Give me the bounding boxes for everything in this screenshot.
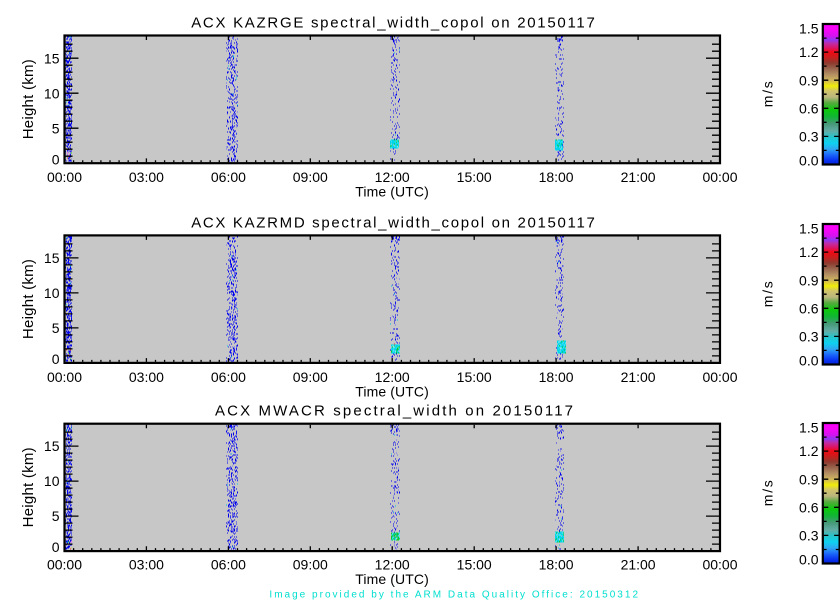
svg-text:00:00: 00:00 [47,369,82,385]
svg-text:0.6: 0.6 [799,499,819,515]
svg-text:12:00: 12:00 [375,556,410,572]
svg-text:15: 15 [44,250,60,266]
svg-text:15: 15 [44,50,60,66]
svg-text:21:00: 21:00 [621,369,656,385]
svg-text:12:00: 12:00 [375,369,410,385]
svg-text:Height (km): Height (km) [20,447,37,527]
svg-text:10: 10 [44,473,60,489]
svg-text:00:00: 00:00 [702,169,737,185]
svg-text:Time (UTC): Time (UTC) [355,383,429,399]
svg-text:5: 5 [52,320,60,336]
svg-text:18:00: 18:00 [539,169,574,185]
svg-text:09:00: 09:00 [293,169,328,185]
svg-text:00:00: 00:00 [47,556,82,572]
svg-text:0.0: 0.0 [799,352,819,368]
svg-text:1.2: 1.2 [799,44,819,60]
svg-text:Height (km): Height (km) [20,59,37,139]
svg-text:1.5: 1.5 [799,419,819,435]
svg-text:09:00: 09:00 [293,369,328,385]
svg-text:1.2: 1.2 [799,244,819,260]
svg-text:10: 10 [44,285,60,301]
svg-text:Height (km): Height (km) [20,259,37,339]
svg-text:09:00: 09:00 [293,556,328,572]
svg-text:ACX KAZRGE spectral_width_copo: ACX KAZRGE spectral_width_copol on 20150… [191,14,595,31]
svg-text:0.3: 0.3 [799,329,819,345]
svg-text:Image provided by the ARM Data: Image provided by the ARM Data Quality O… [269,589,638,600]
svg-text:21:00: 21:00 [621,169,656,185]
svg-text:5: 5 [52,508,60,524]
svg-text:15:00: 15:00 [457,369,492,385]
svg-text:0.9: 0.9 [799,272,819,288]
svg-text:10: 10 [44,85,60,101]
svg-text:ACX MWACR spectral_width on 20: ACX MWACR spectral_width on 20150117 [215,402,573,419]
svg-text:03:00: 03:00 [129,369,164,385]
svg-text:0.0: 0.0 [799,152,819,168]
svg-text:21:00: 21:00 [621,556,656,572]
svg-text:1.5: 1.5 [799,220,819,236]
svg-text:03:00: 03:00 [129,556,164,572]
svg-text:15:00: 15:00 [457,169,492,185]
svg-text:m/s: m/s [760,480,776,506]
svg-text:0.9: 0.9 [799,471,819,487]
svg-text:0.6: 0.6 [799,100,819,116]
svg-text:0: 0 [52,539,60,555]
svg-text:Time (UTC): Time (UTC) [355,183,429,199]
svg-text:m/s: m/s [760,281,776,307]
svg-text:0.0: 0.0 [799,551,819,567]
svg-text:0: 0 [52,151,60,167]
svg-text:00:00: 00:00 [702,369,737,385]
svg-text:15: 15 [44,438,60,454]
svg-text:00:00: 00:00 [702,556,737,572]
svg-text:0.6: 0.6 [799,300,819,316]
svg-text:12:00: 12:00 [375,169,410,185]
svg-text:06:00: 06:00 [211,369,246,385]
svg-text:00:00: 00:00 [47,169,82,185]
svg-text:0.3: 0.3 [799,528,819,544]
svg-text:1.5: 1.5 [799,20,819,36]
svg-text:03:00: 03:00 [129,169,164,185]
svg-text:5: 5 [52,120,60,136]
svg-text:18:00: 18:00 [539,556,574,572]
svg-text:0.3: 0.3 [799,129,819,145]
svg-text:0.9: 0.9 [799,72,819,88]
svg-text:06:00: 06:00 [211,169,246,185]
svg-text:0: 0 [52,351,60,367]
svg-text:1.2: 1.2 [799,443,819,459]
svg-text:m/s: m/s [760,81,776,107]
svg-text:ACX KAZRMD spectral_width_copo: ACX KAZRMD spectral_width_copol on 20150… [191,214,595,231]
svg-text:18:00: 18:00 [539,369,574,385]
svg-text:06:00: 06:00 [211,556,246,572]
svg-text:15:00: 15:00 [457,556,492,572]
svg-text:Time (UTC): Time (UTC) [355,571,429,587]
